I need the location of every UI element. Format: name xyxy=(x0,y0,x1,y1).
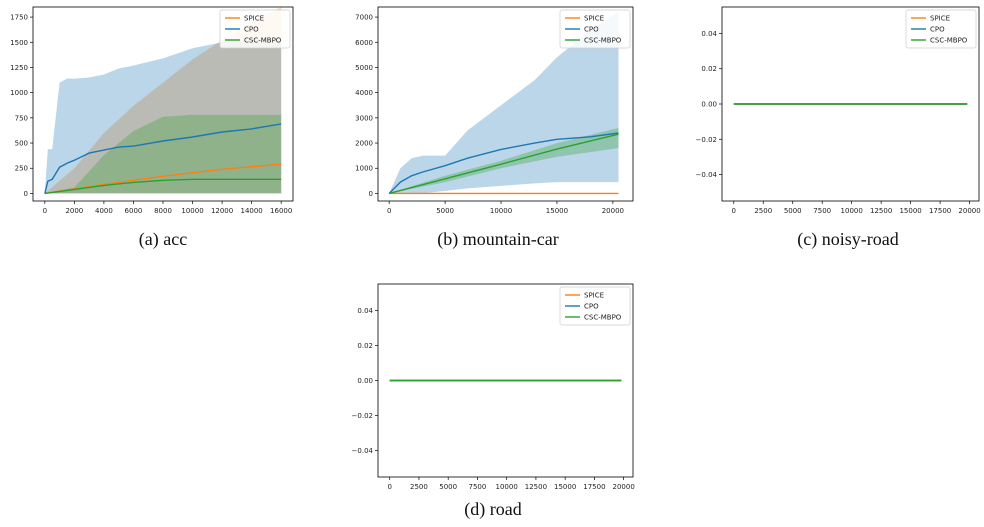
chart-panel-acc: 0 2000 4000 6000 8000 10000 12000 14000 16000 0 25… xyxy=(0,0,300,255)
y-tick-label: 0.02 xyxy=(357,342,373,350)
legend: SPICE CPO CSC-MBPO xyxy=(219,9,291,49)
y-tick-label: 1250 xyxy=(10,64,28,72)
y-tick-label: −0.04 xyxy=(352,447,374,455)
x-tick-label: 0 xyxy=(387,207,391,215)
y-tick-label: 2000 xyxy=(355,140,373,148)
legend-label: CSC-MBPO xyxy=(930,37,968,45)
y-tick-label: −0.02 xyxy=(352,412,373,420)
x-tick-label: 10000 xyxy=(841,207,863,215)
legend: SPICE CPO CSC-MBPO xyxy=(559,9,631,49)
legend-label: CPO xyxy=(244,26,259,34)
x-tick-label: 20000 xyxy=(613,483,635,491)
y-tick-label: 500 xyxy=(15,140,28,148)
series-line-cpo xyxy=(388,132,619,194)
y-tick-label: 7000 xyxy=(355,14,373,22)
legend-label: CPO xyxy=(584,26,599,34)
legend-box xyxy=(559,9,631,49)
chart-panel-noisy-road: 0 2500 5000 7500 10000 12500 15000 17500 20000 −0… xyxy=(672,0,984,255)
x-tick-label: 20000 xyxy=(602,207,624,215)
y-tick-label: 1500 xyxy=(10,39,28,47)
legend-label: SPICE xyxy=(584,292,604,300)
x-tick-label: 14000 xyxy=(240,207,262,215)
y-tick-label: 6000 xyxy=(355,39,373,47)
legend-label: SPICE xyxy=(584,15,604,23)
legend-box xyxy=(559,286,631,326)
chart-acc: 0 2000 4000 6000 8000 10000 12000 14000 16000 0 25… xyxy=(10,6,294,215)
series-line-csc-mbpo xyxy=(389,133,619,195)
y-tick-label: −0.02 xyxy=(696,136,717,144)
caption-road: (d) road xyxy=(464,499,522,519)
band-csc-mbpo xyxy=(389,127,619,194)
series-line-csc-mbpo xyxy=(44,178,282,195)
x-tick-label: 17500 xyxy=(583,483,605,491)
y-tick-label: 0.00 xyxy=(357,377,373,385)
chart-road: 0 2500 5000 7500 10000 12500 15000 17500 20000 −0… xyxy=(352,283,635,491)
x-tick-label: 16000 xyxy=(270,207,292,215)
legend: SPICE CPO CSC-MBPO xyxy=(905,9,977,49)
x-tick-label: 2500 xyxy=(410,483,428,491)
x-tick-label: 0 xyxy=(732,207,736,215)
x-tick-label: 10000 xyxy=(496,483,518,491)
legend-box xyxy=(905,9,977,49)
x-tick-label: 2500 xyxy=(754,207,772,215)
legend-label: SPICE xyxy=(930,15,950,23)
legend-label: CPO xyxy=(584,303,599,311)
x-tick-label: 8000 xyxy=(154,207,172,215)
caption-mountain-car: (b) mountain-car xyxy=(437,229,559,249)
x-tick-label: 10000 xyxy=(181,207,203,215)
x-tick-label: 0 xyxy=(387,483,391,491)
band-cpo xyxy=(44,39,282,194)
legend-label: SPICE xyxy=(244,15,264,23)
x-tick-label: 5000 xyxy=(436,207,454,215)
y-tick-label: 0 xyxy=(369,190,373,198)
x-tick-label: 15000 xyxy=(546,207,568,215)
legend-label: CSC-MBPO xyxy=(584,37,622,45)
y-tick-label: 0.00 xyxy=(701,101,717,109)
plot-frame xyxy=(377,6,634,202)
chart-panel-road: 0 2500 5000 7500 10000 12500 15000 17500 20000 −0… xyxy=(330,277,650,527)
x-tick-label: 12500 xyxy=(525,483,547,491)
y-tick-label: 1000 xyxy=(355,165,373,173)
chart-mountain-car: 0 5000 10000 15000 20000 0 1000 2000 3000 4000 500… xyxy=(355,6,634,215)
x-tick-label: 7500 xyxy=(813,207,831,215)
y-tick-label: 0 xyxy=(24,190,28,198)
caption-acc: (a) acc xyxy=(138,229,188,249)
band-csc-mbpo xyxy=(44,114,282,194)
y-tick-label: 5000 xyxy=(355,64,373,72)
x-tick-label: 5000 xyxy=(439,483,457,491)
y-tick-label: 750 xyxy=(15,114,28,122)
x-tick-label: 2000 xyxy=(65,207,83,215)
x-tick-label: 17500 xyxy=(929,207,951,215)
y-tick-label: 1750 xyxy=(10,14,28,22)
caption-noisy-road: (c) noisy-road xyxy=(797,229,899,249)
x-tick-label: 0 xyxy=(43,207,47,215)
legend-label: CPO xyxy=(930,26,945,34)
x-tick-label: 20000 xyxy=(958,207,980,215)
x-tick-label: 15000 xyxy=(554,483,576,491)
chart-panel-mountain-car: 0 5000 10000 15000 20000 0 1000 2000 3000 4000 500… xyxy=(330,0,650,255)
x-tick-label: 7500 xyxy=(469,483,487,491)
x-tick-label: 12500 xyxy=(870,207,892,215)
legend-label: CSC-MBPO xyxy=(584,314,622,322)
y-tick-label: 0.02 xyxy=(701,65,717,73)
y-tick-label: 1000 xyxy=(10,89,28,97)
x-tick-label: 6000 xyxy=(125,207,143,215)
x-tick-label: 12000 xyxy=(211,207,233,215)
y-tick-label: −0.04 xyxy=(696,171,718,179)
y-tick-label: 4000 xyxy=(355,89,373,97)
y-tick-label: 250 xyxy=(15,165,28,173)
x-tick-label: 4000 xyxy=(95,207,113,215)
legend-label: CSC-MBPO xyxy=(244,37,282,45)
x-tick-label: 5000 xyxy=(784,207,802,215)
legend-box xyxy=(219,9,291,49)
y-tick-label: 0.04 xyxy=(357,307,373,315)
series-line-cpo xyxy=(44,123,282,194)
x-tick-label: 15000 xyxy=(899,207,921,215)
y-tick-label: 3000 xyxy=(355,114,373,122)
y-tick-label: 0.04 xyxy=(701,30,717,38)
legend: SPICE CPO CSC-MBPO xyxy=(559,286,631,326)
chart-noisy-road: 0 2500 5000 7500 10000 12500 15000 17500 20000 −0… xyxy=(696,6,981,215)
band-spice xyxy=(44,7,282,194)
x-tick-label: 10000 xyxy=(490,207,512,215)
